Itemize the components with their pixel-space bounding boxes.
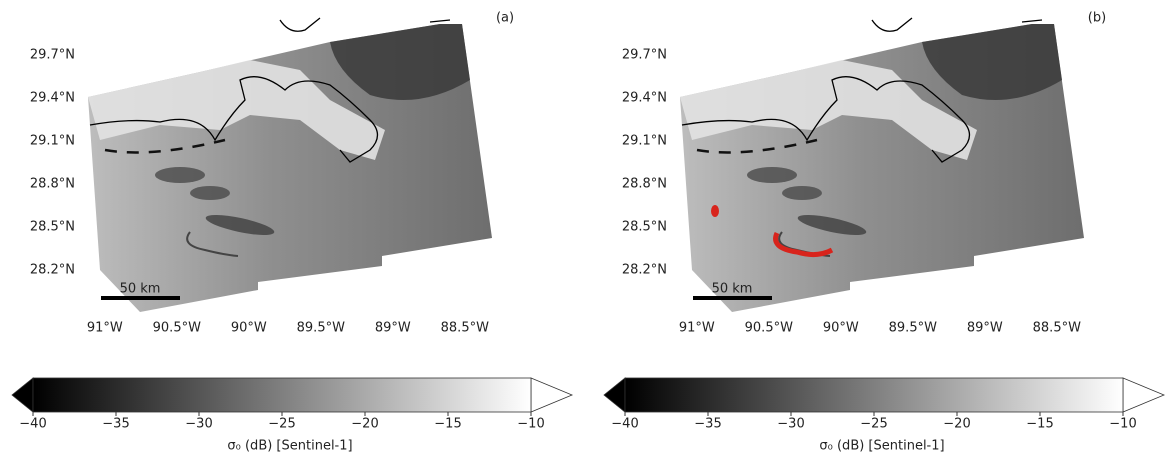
scale-bar-label: 50 km (712, 282, 753, 297)
slick (155, 167, 205, 183)
lat-tick-label: 28.8°N (30, 177, 75, 192)
colorbar-tick-label: −20 (351, 417, 378, 432)
lat-tick-label: 28.5°N (622, 220, 667, 235)
slick (190, 186, 230, 200)
lon-tick-label: 90°W (823, 321, 859, 336)
panel-label: (b) (1088, 11, 1106, 26)
slick (782, 186, 822, 200)
colorbar-tick-label: −20 (943, 417, 970, 432)
colorbar-tick-label: −25 (268, 417, 295, 432)
colorbar-extend-high (1123, 378, 1164, 412)
lat-tick-label: 29.4°N (622, 90, 667, 105)
lat-tick-label: 29.1°N (622, 133, 667, 148)
lat-tick-label: 29.4°N (30, 90, 75, 105)
colorbar-tick-label: −10 (1109, 417, 1136, 432)
map-panel: (a) 28.2°N 28.5°N 28.8°N 29.1°N 29.4°N 29.7°N 9… (12, 11, 572, 454)
lat-tick-label: 29.1°N (30, 133, 75, 148)
lon-tick-label: 91°W (87, 321, 123, 336)
lat-tick-label: 29.7°N (30, 47, 75, 62)
colorbar-tick-label: −40 (611, 417, 638, 432)
colorbar-label: σ₀ (dB) [Sentinel-1] (819, 439, 944, 454)
map-panel: (b) 28.2°N 28.5°N 28.8°N 29.1°N 29.4°N 29.7°N 9… (604, 11, 1164, 454)
colorbar-tick-label: −30 (185, 417, 212, 432)
lon-tick-label: 89°W (375, 321, 411, 336)
lon-tick-label: 88.5°W (441, 321, 489, 336)
colorbar-tick-label: −35 (694, 417, 721, 432)
colorbar-tick-label: −40 (19, 417, 46, 432)
panel-label: (a) (496, 11, 514, 26)
lon-tick-label: 88.5°W (1033, 321, 1081, 336)
colorbar-tick-label: −25 (860, 417, 887, 432)
colorbar-tick-label: −30 (777, 417, 804, 432)
colorbar-tick-label: −35 (102, 417, 129, 432)
lon-tick-label: 89.5°W (297, 321, 345, 336)
lon-tick-label: 89.5°W (889, 321, 937, 336)
lon-tick-label: 89°W (967, 321, 1003, 336)
lon-tick-label: 91°W (679, 321, 715, 336)
colorbar-tick-label: −15 (1026, 417, 1053, 432)
lat-tick-label: 28.2°N (622, 263, 667, 278)
scale-bar-label: 50 km (120, 282, 161, 297)
lat-tick-label: 29.7°N (622, 47, 667, 62)
lon-tick-label: 90°W (231, 321, 267, 336)
lat-tick-label: 28.2°N (30, 263, 75, 278)
red-spot (711, 205, 719, 217)
colorbar-label: σ₀ (dB) [Sentinel-1] (227, 439, 352, 454)
colorbar-extend-high (531, 378, 572, 412)
lon-tick-label: 90.5°W (745, 321, 793, 336)
colorbar-extend-low (604, 378, 625, 412)
colorbar-tick-label: −15 (434, 417, 461, 432)
lon-tick-label: 90.5°W (153, 321, 201, 336)
figure: (a) 28.2°N 28.5°N 28.8°N 29.1°N 29.4°N 29.7°N 9… (0, 0, 1165, 458)
colorbar-extend-low (12, 378, 33, 412)
slick (747, 167, 797, 183)
lat-tick-label: 28.8°N (622, 177, 667, 192)
lat-tick-label: 28.5°N (30, 220, 75, 235)
colorbar (33, 378, 531, 412)
colorbar-tick-label: −10 (517, 417, 544, 432)
colorbar (625, 378, 1123, 412)
